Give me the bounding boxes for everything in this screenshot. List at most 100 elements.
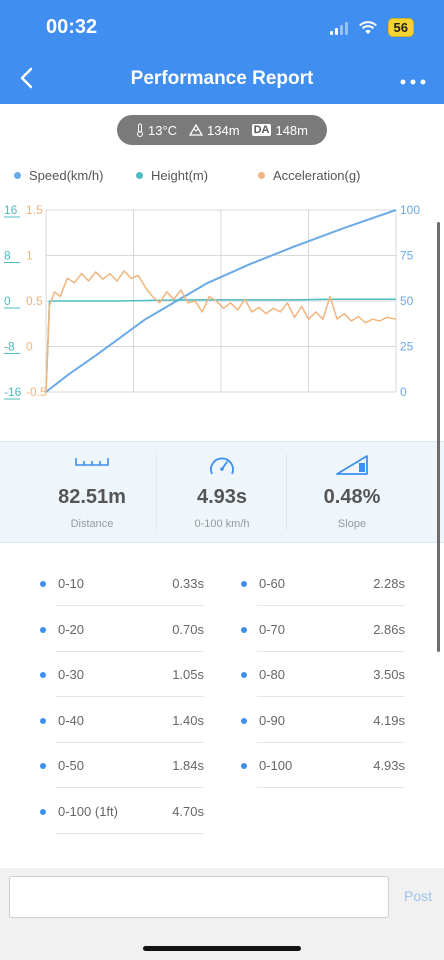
legend-dot-speed	[14, 172, 21, 179]
speed-tick-label: 50	[400, 294, 414, 308]
acceleration-tick-label: 1	[26, 249, 33, 263]
split-name: 0-30	[58, 667, 85, 682]
height-tick-label: -8	[4, 340, 15, 354]
split-time: 4.19s	[373, 712, 405, 728]
split-bullet	[40, 808, 46, 815]
speed-tick-label: 25	[400, 340, 414, 354]
split-row: 0-40 1.40s	[40, 697, 204, 743]
zero-to-hundred-label: 0-100 km/h	[194, 518, 250, 530]
split-bullet	[241, 717, 247, 724]
split-divider	[257, 605, 405, 606]
split-time: 2.28s	[373, 576, 405, 591]
zero-to-hundred-value: 4.93s	[196, 486, 248, 508]
ruler-icon	[75, 458, 109, 466]
split-name: 0-100 (1ft)	[58, 803, 118, 819]
split-name: 0-50	[58, 758, 85, 773]
legend-item-speed[interactable]: Speed(km/h)	[14, 168, 103, 183]
top-bar: 00:32 56 Performance Report	[0, 0, 444, 104]
split-bullet	[241, 672, 247, 678]
split-time: 0.70s	[172, 621, 204, 637]
density-altitude-value: 148m	[275, 122, 308, 138]
temperature: 13°C	[136, 123, 177, 138]
legend-item-height[interactable]: Height(m)	[136, 168, 208, 183]
comment-bar: Post	[0, 868, 444, 960]
stat-zero-to-hundred: 4.93s 0-100 km/h	[157, 442, 287, 542]
legend-label-height: Height(m)	[151, 168, 209, 183]
split-bullet	[40, 763, 46, 769]
comment-input[interactable]	[9, 876, 389, 918]
stat-slope: 0.48% Slope	[287, 442, 417, 542]
height-tick-label: -16	[4, 385, 22, 399]
legend-label-acceleration: Acceleration(g)	[273, 168, 361, 183]
status-icons: 56	[329, 18, 414, 37]
split-row: 0-100 4.93s	[241, 742, 405, 788]
split-time: 2.86s	[373, 621, 405, 637]
height-tick-label: 16	[4, 203, 18, 217]
legend-dot-acceleration	[258, 172, 265, 179]
split-time: 4.70s	[172, 803, 204, 819]
altitude: 134m	[189, 123, 240, 138]
distance-value: 82.51m	[58, 486, 126, 508]
split-bullet	[40, 626, 46, 633]
split-row: 0-100 (1ft) 4.70s	[40, 788, 204, 834]
split-divider	[56, 605, 204, 606]
battery-indicator: 56	[387, 18, 414, 37]
split-divider	[56, 696, 204, 697]
split-name: 0-10	[58, 576, 85, 591]
split-bullet	[241, 581, 247, 587]
speed-tick-label: 0	[400, 385, 407, 399]
height-line	[45, 298, 396, 393]
slope-label: Slope	[337, 518, 367, 530]
split-bullet	[241, 763, 247, 769]
acceleration-tick-label: 1.5	[26, 203, 43, 217]
split-row: 0-70 2.86s	[241, 606, 405, 652]
slope-value: 0.48%	[323, 486, 381, 508]
split-divider	[257, 650, 405, 652]
legend-item-acceleration[interactable]: Acceleration(g)	[258, 168, 360, 183]
split-row: 0-20 0.70s	[40, 606, 204, 652]
split-name: 0-20	[58, 621, 85, 637]
speed-line	[45, 209, 397, 393]
home-indicator	[143, 946, 301, 951]
chevron-left-icon	[20, 67, 33, 89]
stat-divider	[286, 454, 287, 530]
more-horizontal-icon	[400, 79, 426, 85]
mountain-icon	[189, 124, 204, 136]
thermometer-icon	[137, 123, 143, 137]
split-row: 0-30 1.05s	[40, 651, 204, 697]
acceleration-tick-label: 0	[26, 340, 33, 354]
split-divider	[257, 696, 405, 697]
split-divider	[257, 787, 405, 788]
back-button[interactable]	[14, 64, 38, 92]
chart-ticks: 16 1.5 100 8 1 75 0 0.5 50 -8 0 25 -16 -0.5 0	[4, 203, 420, 400]
split-time: 1.05s	[172, 667, 204, 682]
speedometer-icon	[210, 457, 234, 475]
split-name: 0-40	[58, 712, 85, 728]
split-bullet	[241, 626, 247, 633]
split-row: 0-80 3.50s	[241, 651, 405, 697]
da-label: DA	[251, 124, 272, 136]
height-tick-label: 8	[4, 249, 11, 263]
split-divider	[56, 741, 204, 743]
split-row: 0-10 0.33s	[40, 560, 204, 606]
legend-label-speed: Speed(km/h)	[29, 168, 104, 183]
split-time: 1.84s	[172, 758, 204, 773]
wifi-icon	[358, 20, 377, 34]
split-name: 0-60	[259, 576, 286, 591]
scrollbar[interactable]	[437, 222, 440, 652]
performance-chart[interactable]: 16 1.5 100 8 1 75 0 0.5 50 -8 0 25 -16 -0.5 0	[0, 198, 444, 408]
density-altitude: DA 148m	[251, 122, 308, 138]
split-divider	[56, 832, 204, 834]
post-button[interactable]: Post	[403, 888, 432, 904]
slope-icon	[336, 455, 368, 475]
split-bullet	[40, 581, 46, 587]
split-row: 0-60 2.28s	[241, 560, 405, 606]
split-time: 4.93s	[373, 758, 405, 773]
split-name: 0-90	[259, 712, 286, 728]
split-row: 0-50 1.84s	[40, 742, 204, 788]
legend-dot-height	[136, 172, 143, 179]
split-name: 0-70	[259, 621, 286, 637]
speed-tick-label: 75	[400, 249, 414, 263]
more-button[interactable]	[400, 66, 426, 92]
cellular-signal-icon	[329, 21, 348, 35]
